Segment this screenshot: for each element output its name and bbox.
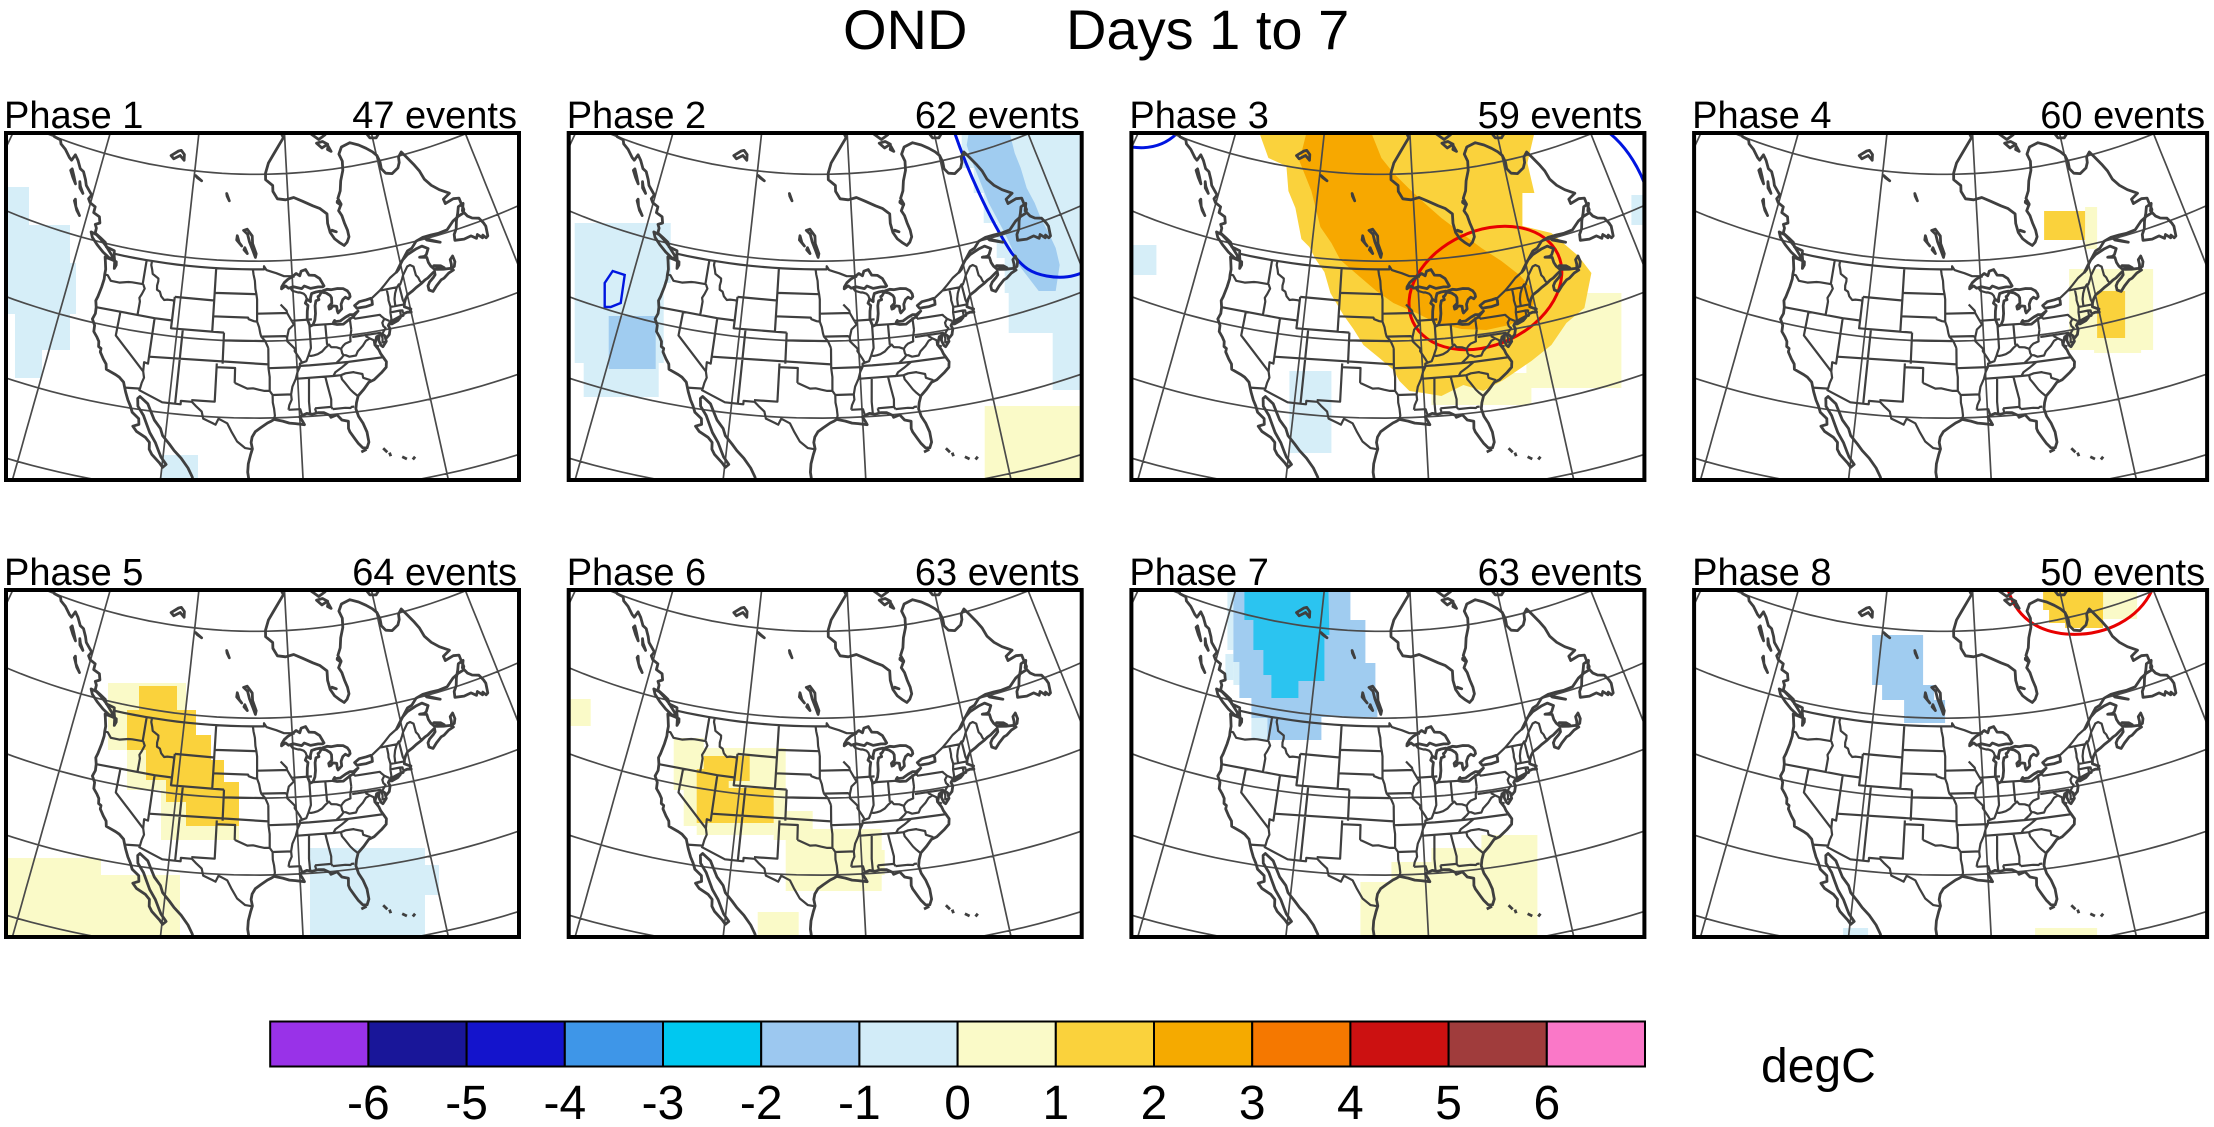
svg-text:degC: degC (1761, 1040, 1876, 1093)
svg-text:-2: -2 (740, 1077, 783, 1122)
svg-text:-4: -4 (543, 1077, 586, 1122)
svg-text:1: 1 (1042, 1077, 1069, 1122)
svg-text:Phase 1: Phase 1 (4, 95, 143, 137)
svg-text:47 events: 47 events (352, 95, 517, 137)
svg-text:-6: -6 (347, 1077, 390, 1122)
svg-text:Phase 2: Phase 2 (567, 95, 706, 137)
svg-text:Phase 4: Phase 4 (1692, 95, 1831, 137)
svg-text:5: 5 (1435, 1077, 1462, 1122)
svg-text:Phase 7: Phase 7 (1129, 552, 1268, 594)
svg-text:6: 6 (1533, 1077, 1560, 1122)
svg-text:3: 3 (1239, 1077, 1266, 1122)
svg-text:Days 1 to 7: Days 1 to 7 (1066, 0, 1349, 61)
svg-text:Phase 6: Phase 6 (567, 552, 706, 594)
svg-text:Phase 3: Phase 3 (1129, 95, 1268, 137)
svg-text:4: 4 (1337, 1077, 1364, 1122)
svg-text:50 events: 50 events (2040, 552, 2205, 594)
svg-text:0: 0 (944, 1077, 971, 1122)
svg-text:-3: -3 (642, 1077, 685, 1122)
svg-text:Phase 5: Phase 5 (4, 552, 143, 594)
svg-text:-5: -5 (445, 1077, 488, 1122)
svg-text:60 events: 60 events (2040, 95, 2205, 137)
svg-text:64 events: 64 events (352, 552, 517, 594)
svg-text:-1: -1 (838, 1077, 881, 1122)
svg-text:59 events: 59 events (1478, 95, 1643, 137)
svg-text:OND: OND (843, 0, 967, 61)
svg-text:63 events: 63 events (915, 552, 1080, 594)
svg-text:63 events: 63 events (1478, 552, 1643, 594)
svg-text:Phase 8: Phase 8 (1692, 552, 1831, 594)
svg-text:62 events: 62 events (915, 95, 1080, 137)
svg-text:2: 2 (1141, 1077, 1168, 1122)
